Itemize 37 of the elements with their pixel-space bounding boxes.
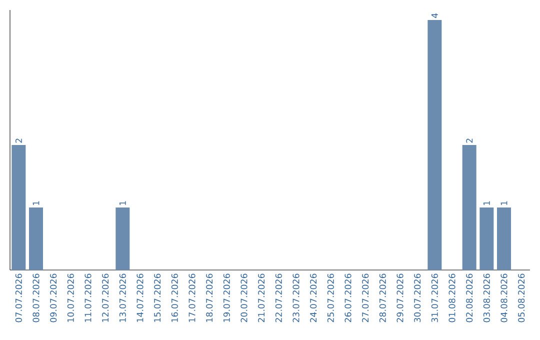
x-tick-label: 20.07.2026 [240, 274, 248, 322]
x-tick-label: 22.07.2026 [275, 274, 282, 322]
x-tick-label: 25.07.2026 [327, 274, 334, 322]
x-tick-label: 24.07.2026 [310, 274, 317, 322]
x-tick-label: 10.07.2026 [67, 274, 74, 322]
x-tick-label: 21.07.2026 [258, 274, 265, 322]
x-tick-label: 13.07.2026 [119, 274, 126, 322]
data-label: 1 [120, 201, 126, 205]
x-tick-label: 02.08.2026 [466, 274, 473, 322]
x-tick-label: 01.08.2026 [448, 274, 456, 322]
x-tick-label: 05.08.2026 [518, 274, 525, 322]
x-tick-label: 09.07.2026 [50, 274, 57, 322]
data-label: 2 [15, 138, 22, 143]
x-tick-label: 17.07.2026 [188, 274, 196, 322]
x-tick-label: 07.07.2026 [15, 274, 22, 322]
x-tick-label: 15.07.2026 [154, 274, 161, 322]
x-tick-label: 28.07.2026 [379, 274, 386, 322]
x-tick-label: 31.07.2026 [431, 274, 438, 322]
x-tick-label: 11.07.2026 [84, 274, 92, 322]
x-tick-label: 18.07.2026 [206, 274, 213, 322]
x-tick-label: 27.07.2026 [362, 274, 369, 322]
x-tick-label: 04.08.2026 [500, 274, 508, 322]
x-tick-label: 19.07.2026 [223, 274, 230, 322]
data-label: 1 [500, 201, 508, 205]
data-label: 1 [32, 201, 40, 205]
x-tick-label: 26.07.2026 [344, 274, 352, 322]
x-tick-label: 12.07.2026 [102, 274, 109, 322]
x-tick-label: 30.07.2026 [414, 274, 421, 322]
x-tick-label: 08.07.2026 [32, 274, 40, 322]
x-tick-label: 23.07.2026 [292, 274, 300, 322]
data-label: 1 [484, 201, 490, 205]
x-tick-label: 29.07.2026 [396, 274, 404, 322]
x-tick-label: 16.07.2026 [171, 274, 178, 322]
data-label: 4 [432, 13, 438, 18]
data-label: 2 [466, 138, 473, 143]
x-tick-label: 14.07.2026 [136, 274, 144, 322]
x-tick-label: 03.08.2026 [483, 274, 490, 322]
